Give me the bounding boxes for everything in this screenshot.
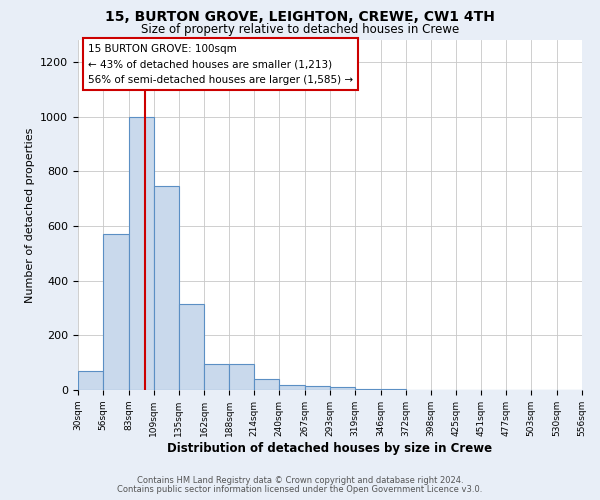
Bar (305, 386, 330, 390)
Bar (381, 388, 406, 390)
Bar (279, 384, 305, 390)
Bar (205, 364, 229, 390)
Bar (154, 186, 179, 390)
Y-axis label: Number of detached properties: Number of detached properties (25, 128, 35, 302)
Text: 15, BURTON GROVE, LEIGHTON, CREWE, CW1 4TH: 15, BURTON GROVE, LEIGHTON, CREWE, CW1 4… (105, 10, 495, 24)
Text: Contains HM Land Registry data © Crown copyright and database right 2024.: Contains HM Land Registry data © Crown c… (137, 476, 463, 485)
Bar (229, 364, 254, 390)
X-axis label: Distribution of detached houses by size in Crewe: Distribution of detached houses by size … (167, 442, 493, 454)
Text: Size of property relative to detached houses in Crewe: Size of property relative to detached ho… (141, 22, 459, 36)
Bar (254, 379, 279, 390)
Bar (103, 234, 129, 390)
Bar (330, 388, 355, 390)
Bar (78, 371, 103, 390)
Bar (129, 116, 154, 390)
Bar (355, 388, 381, 390)
Text: Contains public sector information licensed under the Open Government Licence v3: Contains public sector information licen… (118, 485, 482, 494)
Text: 15 BURTON GROVE: 100sqm
← 43% of detached houses are smaller (1,213)
56% of semi: 15 BURTON GROVE: 100sqm ← 43% of detache… (88, 44, 353, 84)
Bar (179, 304, 205, 390)
